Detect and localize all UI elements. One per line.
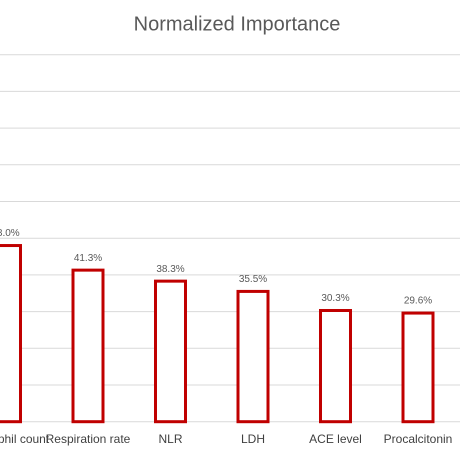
bar <box>0 244 22 424</box>
bar <box>401 311 435 424</box>
bar <box>319 308 352 424</box>
x-tick-label: Neutrophil count <box>0 431 50 446</box>
value-label: 48.0% <box>0 228 20 239</box>
x-tick-label: Procalcitonin <box>383 431 453 446</box>
x-tick-label: NLR <box>158 431 183 446</box>
value-label: 35.5% <box>239 274 267 285</box>
bar <box>154 279 187 424</box>
bar <box>236 289 270 424</box>
value-label: 41.3% <box>74 253 102 264</box>
x-tick-label: Respiration rate <box>45 431 131 446</box>
bar <box>71 268 105 424</box>
value-label: 29.6% <box>404 296 432 307</box>
x-tick-label: LDH <box>240 431 265 446</box>
value-label: 38.3% <box>156 264 184 275</box>
value-label: 30.3% <box>321 293 349 304</box>
chart-title: Normalized Importance <box>134 13 341 35</box>
x-tick-label: ACE level <box>309 431 362 446</box>
